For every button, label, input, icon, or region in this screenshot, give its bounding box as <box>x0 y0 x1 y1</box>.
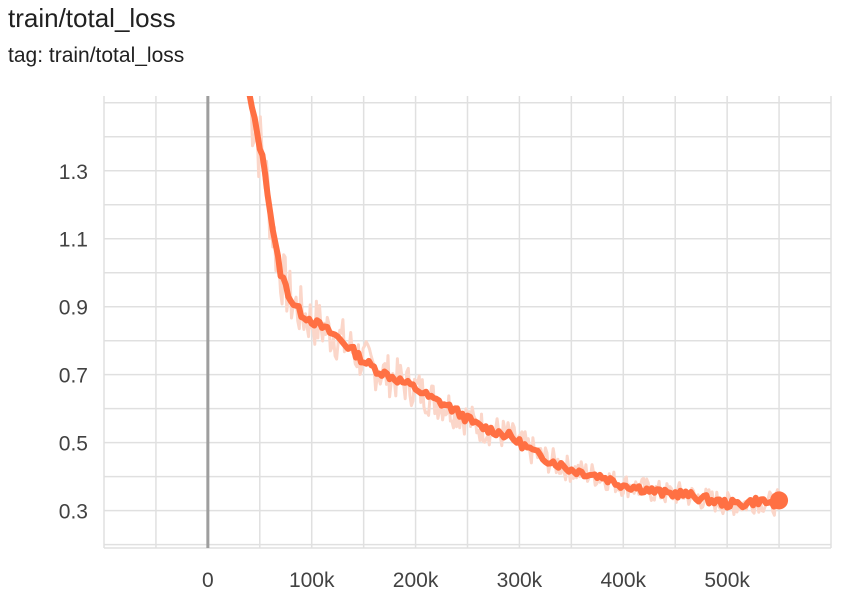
y-tick-label: 0.7 <box>59 365 88 388</box>
y-tick-label: 0.9 <box>59 297 88 320</box>
tick-labels: 0 100k 200k 300k 400k 500k 0.3 0.5 0.7 0.9 1.1 1.3 <box>59 161 751 592</box>
x-tick-label: 500k <box>704 569 750 592</box>
x-tick-label: 0 <box>202 569 214 592</box>
y-tick-label: 0.5 <box>59 433 88 456</box>
x-tick-label: 300k <box>497 569 543 592</box>
smoothed-series <box>246 96 789 511</box>
chart-title: train/total_loss <box>8 3 176 33</box>
y-tick-label: 0.3 <box>59 501 88 524</box>
smoothed-series-line <box>246 96 783 511</box>
x-tick-label: 100k <box>289 569 335 592</box>
axis-lines <box>104 96 831 549</box>
x-tick-label: 400k <box>601 569 647 592</box>
chart-tag-label: tag: train/total_loss <box>8 44 185 67</box>
y-tick-label: 1.1 <box>59 229 88 252</box>
grid-lines <box>103 96 832 548</box>
y-tick-label: 1.3 <box>59 161 88 184</box>
x-tick-label: 200k <box>393 569 439 592</box>
last-point-marker <box>770 491 789 510</box>
